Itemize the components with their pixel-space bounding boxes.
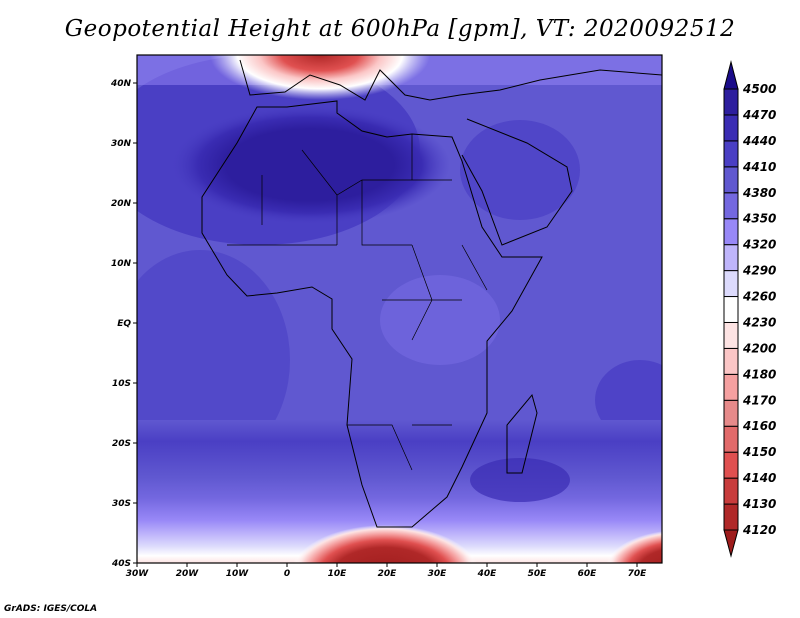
field-madagascar-high (470, 458, 570, 502)
lat-tick-label: 40N (110, 79, 132, 89)
colorbar-over-arrow (723, 60, 739, 90)
chart-title: Geopotential Height at 600hPa [gpm], VT:… (64, 16, 736, 42)
colorbar-bin (723, 140, 739, 168)
colorbar-bin (723, 296, 739, 323)
colorbar-bin (723, 244, 739, 272)
lat-tick-label: 30N (111, 139, 132, 149)
colorbar-bin (723, 503, 739, 531)
field-sahara-high (170, 105, 450, 225)
colorbar-bin (723, 114, 739, 142)
coastlines (201, 59, 662, 528)
field-south-trough (292, 525, 478, 563)
lon-tick-label: 30W (126, 569, 150, 579)
colorbar: 4120 4130 4140 4150 4160 4170 4180 4200 4230 4260… (723, 60, 776, 558)
lon-tick-label: 10E (328, 569, 348, 579)
colorbar-bin (723, 218, 739, 246)
lat-tick-label: 20S (112, 439, 131, 449)
lat-tick-label: 10S (112, 379, 131, 389)
colorbar-label: 4470 (742, 108, 776, 122)
lon-tick-label: 70E (628, 569, 648, 579)
colorbar-bin (723, 192, 739, 220)
colorbar-label: 4500 (742, 82, 776, 96)
colorbar-label: 4410 (742, 160, 776, 174)
lat-tick-label: 10N (111, 259, 132, 269)
colorbar-label: 4350 (742, 212, 776, 226)
colorbar-label: 4440 (742, 134, 776, 148)
colorbar-label: 4120 (742, 523, 776, 537)
africa-coastline (201, 100, 543, 528)
arabia-coastline (461, 118, 573, 246)
colorbar-bin (723, 347, 739, 375)
colorbar-bin (723, 88, 739, 116)
lon-tick-label: 50E (528, 569, 548, 579)
colorbar-bin (723, 477, 739, 505)
lon-tick-label: 60E (578, 569, 598, 579)
madagascar-coastline (506, 393, 538, 474)
lon-tick-label: 20E (378, 569, 398, 579)
colorbar-bin (723, 451, 739, 479)
colorbar-bin (723, 425, 739, 453)
height-field (137, 55, 662, 563)
colorbar-label: 4140 (742, 471, 776, 485)
field-europe-trough (210, 55, 430, 100)
longitude-axis: 30W 20W 10W 0 10E 20E 30E 40E 50E 60E 70E (126, 563, 647, 579)
colorbar-bin (723, 399, 739, 427)
lon-tick-label: 30E (428, 569, 448, 579)
field-atlantic (137, 250, 290, 470)
colorbar-label: 4380 (742, 186, 776, 200)
colorbar-under-arrow (723, 529, 739, 558)
colorbar-label: 4200 (742, 341, 776, 355)
colorbar-label: 4150 (742, 445, 776, 459)
field-arabia (460, 120, 580, 220)
lon-tick-label: 40E (477, 569, 498, 579)
europe-coastline (239, 59, 662, 101)
lat-tick-label: 20N (111, 199, 132, 209)
colorbar-bin (723, 270, 739, 298)
colorbar-bin (723, 321, 739, 349)
footer-credit: GrADS: IGES/COLA (4, 604, 98, 614)
field-southeast-trough (606, 531, 662, 563)
colorbar-bin (723, 373, 739, 401)
lon-tick-label: 20W (176, 569, 200, 579)
colorbar-label: 4260 (742, 290, 776, 304)
map-frame (136, 54, 663, 564)
lon-tick-label: 10W (226, 569, 250, 579)
colorbar-label: 4170 (742, 393, 776, 407)
colorbar-label: 4290 (742, 264, 776, 278)
colorbar-label: 4180 (742, 367, 776, 381)
lat-tick-label: EQ (117, 319, 131, 329)
lat-tick-label: 30S (112, 499, 131, 509)
colorbar-bin (723, 166, 739, 194)
colorbar-label: 4230 (742, 315, 776, 329)
country-borders (227, 134, 488, 471)
field-central-africa (380, 275, 500, 365)
latitude-axis: 40N 30N 20N 10N EQ 10S 20S 30S 40S (110, 79, 137, 569)
lon-tick-label: 0 (284, 569, 290, 579)
colorbar-label: 4160 (742, 419, 776, 433)
colorbar-label: 4130 (742, 497, 776, 511)
lat-tick-label: 40S (111, 559, 131, 569)
field-indian-ocean (595, 360, 662, 440)
colorbar-label: 4320 (742, 238, 776, 252)
